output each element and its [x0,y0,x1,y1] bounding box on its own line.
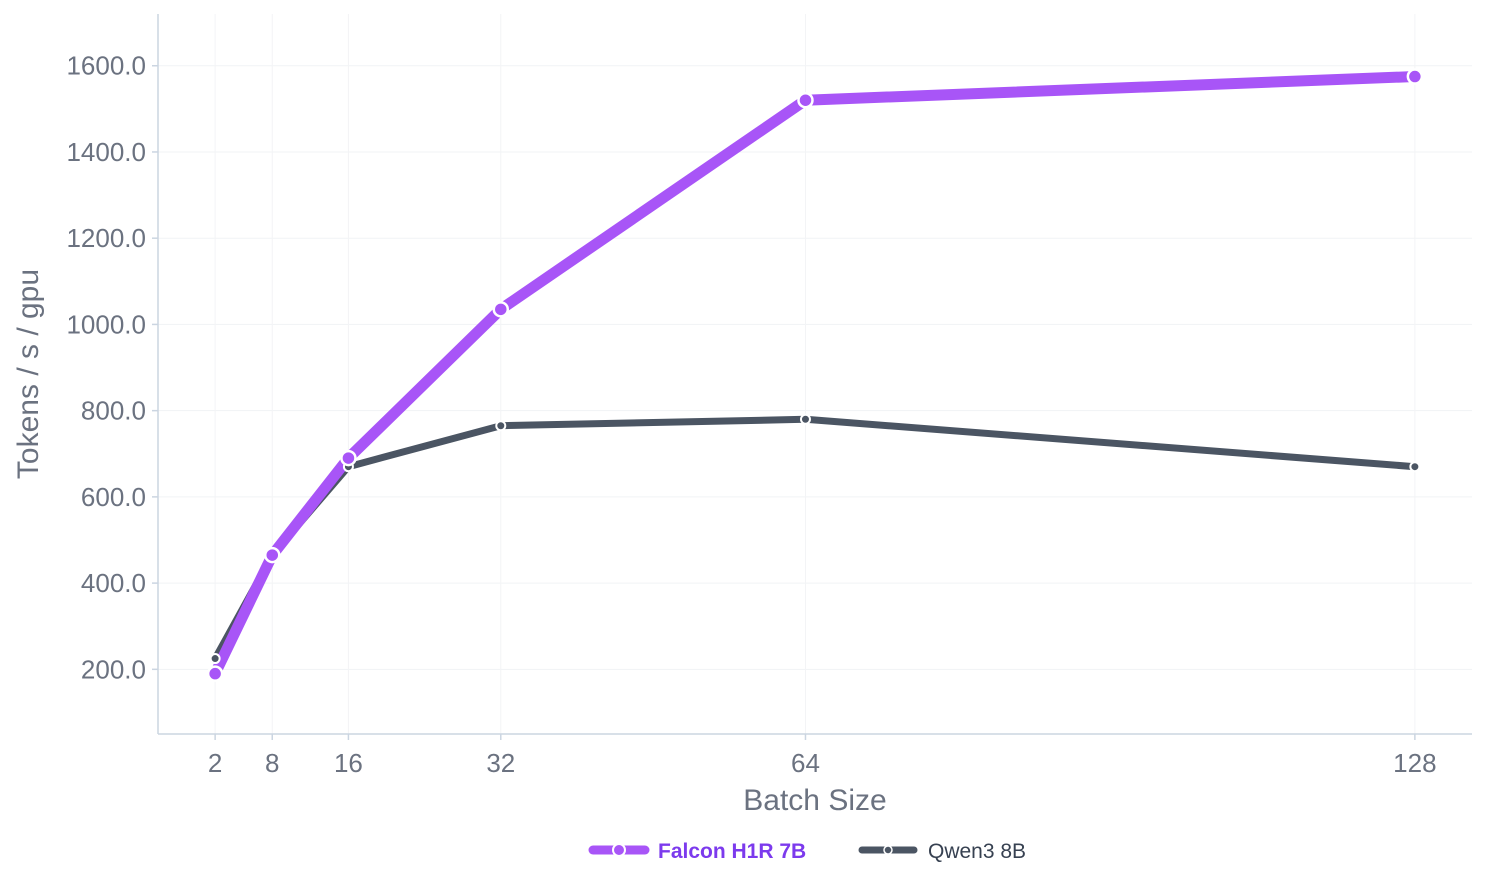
x-tick-labels: 2 8 16 32 64 128 [208,734,1437,778]
series-markers [206,68,1424,682]
x-tick-label: 16 [334,748,363,778]
legend-swatch-marker-qwen [883,845,893,855]
data-point-falcon[interactable] [492,301,510,318]
y-tick-label: 1200.0 [66,223,146,253]
legend-swatch-marker-falcon [612,843,626,857]
y-tick-label: 600.0 [81,482,146,512]
x-tick-label: 32 [486,748,515,778]
data-point-qwen[interactable] [799,413,811,425]
legend-label-qwen3-8b: Qwen3 8B [928,840,1026,863]
legend-label-falcon-h1r-7b: Falcon H1R 7B [658,840,806,863]
axes [157,14,1472,735]
data-point-falcon[interactable] [206,665,224,682]
series-line-qwen3-8b [211,415,1419,663]
legend: Falcon H1R 7B Qwen3 8B [588,840,1026,863]
data-point-qwen[interactable] [209,653,221,665]
y-tick-label: 400.0 [81,568,146,598]
y-tick-label: 1000.0 [66,309,146,339]
legend-item-falcon-h1r-7b[interactable]: Falcon H1R 7B [588,840,806,863]
x-tick-label: 128 [1393,748,1436,778]
y-axis-title: Tokens / s / gpu [12,269,45,479]
y-tick-label: 1600.0 [66,51,146,81]
y-tick-labels: 200.0 400.0 600.0 800.0 1000.0 1200.0 1400.0 16… [66,51,158,684]
grid-lines [158,14,1472,734]
series-lines [209,71,1421,680]
y-tick-label: 200.0 [81,654,146,684]
y-tick-label: 800.0 [81,396,146,426]
data-point-qwen[interactable] [1409,461,1421,473]
data-point-falcon[interactable] [1406,68,1424,85]
x-tick-label: 64 [791,748,820,778]
legend-item-qwen3-8b[interactable]: Qwen3 8B [858,840,1026,863]
x-tick-label: 2 [208,748,222,778]
data-point-falcon[interactable] [340,449,357,467]
series-line-falcon-h1r-7b [209,71,1421,680]
data-point-falcon[interactable] [797,91,814,109]
x-tick-label: 8 [265,748,279,778]
x-axis-title: Batch Size [743,784,886,817]
y-tick-label: 1400.0 [66,137,146,167]
data-point-falcon[interactable] [264,546,281,564]
data-point-qwen[interactable] [495,420,507,432]
